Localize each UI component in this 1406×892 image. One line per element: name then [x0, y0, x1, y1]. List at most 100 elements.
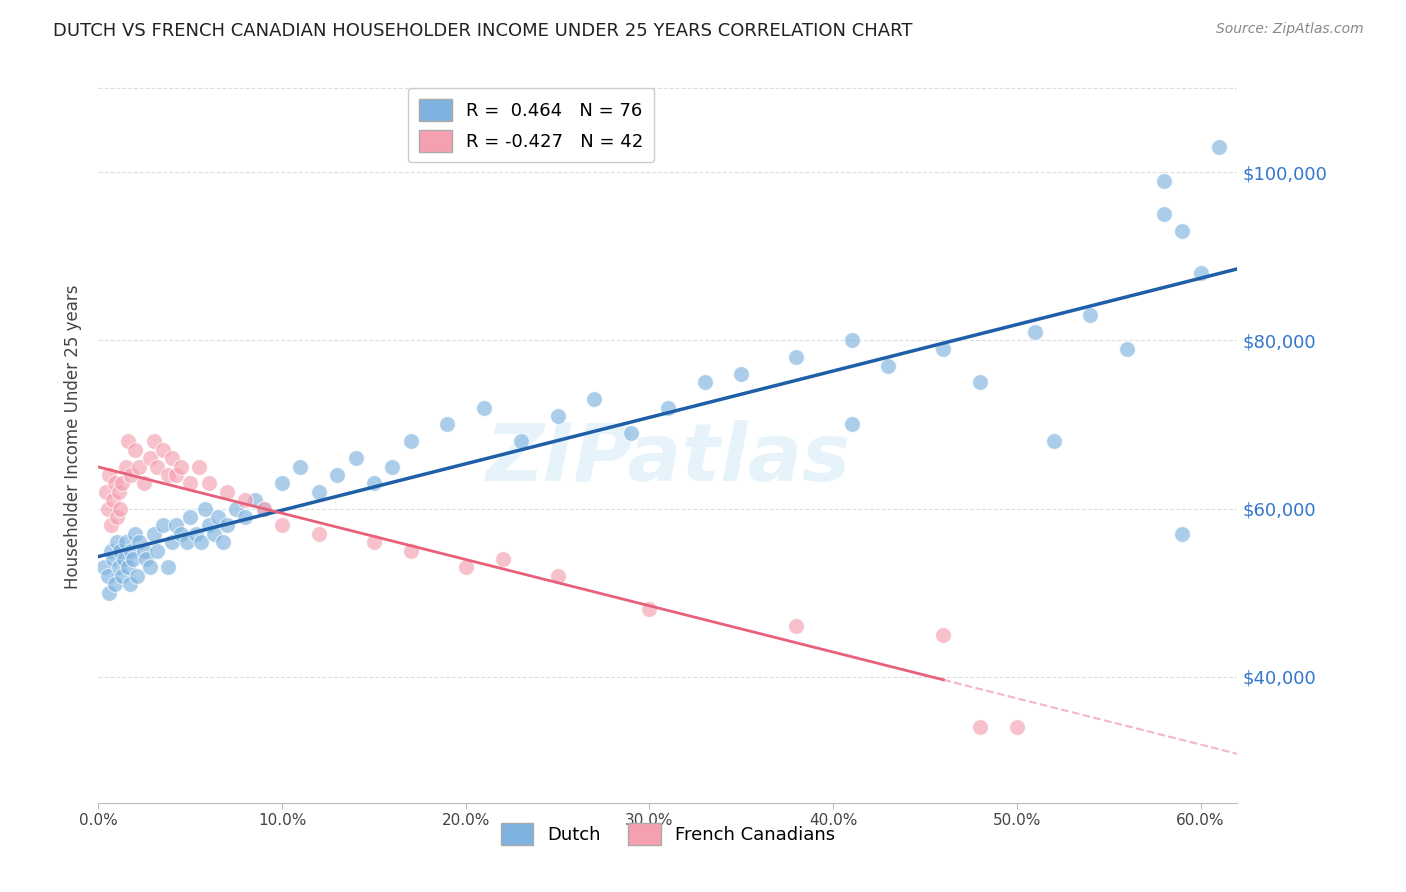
Point — [165, 467, 187, 482]
Point — [253, 501, 276, 516]
Point — [1208, 140, 1230, 154]
Point — [135, 552, 157, 566]
Legend: Dutch, French Canadians: Dutch, French Canadians — [494, 816, 842, 852]
Point — [115, 459, 138, 474]
Point — [101, 552, 124, 566]
Point — [117, 434, 139, 449]
Point — [583, 392, 606, 407]
Point — [1171, 224, 1194, 238]
Point — [128, 459, 150, 474]
Point — [104, 476, 127, 491]
Point — [491, 552, 513, 566]
Point — [94, 484, 117, 499]
Point — [243, 493, 266, 508]
Point — [104, 577, 127, 591]
Point — [112, 552, 135, 566]
Point — [105, 535, 128, 549]
Point — [308, 484, 330, 499]
Point — [197, 476, 219, 491]
Point — [124, 526, 146, 541]
Point — [128, 535, 150, 549]
Point — [932, 342, 955, 356]
Point — [134, 476, 156, 491]
Point — [122, 552, 145, 566]
Point — [118, 577, 141, 591]
Point — [1024, 325, 1046, 339]
Point — [212, 535, 235, 549]
Point — [509, 434, 531, 449]
Point — [117, 560, 139, 574]
Point — [454, 560, 477, 574]
Point — [225, 501, 247, 516]
Point — [97, 501, 120, 516]
Point — [157, 467, 180, 482]
Point — [326, 467, 349, 482]
Point — [472, 401, 495, 415]
Point — [107, 484, 129, 499]
Point — [190, 535, 212, 549]
Point — [152, 518, 174, 533]
Point — [98, 585, 121, 599]
Point — [170, 526, 193, 541]
Point — [100, 518, 122, 533]
Point — [207, 510, 229, 524]
Point — [142, 434, 165, 449]
Point — [142, 526, 165, 541]
Point — [344, 451, 367, 466]
Point — [160, 451, 183, 466]
Point — [215, 518, 238, 533]
Point — [1042, 434, 1064, 449]
Point — [121, 543, 143, 558]
Point — [157, 560, 180, 574]
Point — [101, 493, 124, 508]
Point — [215, 484, 238, 499]
Point — [202, 526, 225, 541]
Point — [124, 442, 146, 457]
Point — [932, 627, 955, 641]
Point — [235, 493, 257, 508]
Point — [179, 510, 201, 524]
Point — [98, 467, 121, 482]
Point — [235, 510, 257, 524]
Text: DUTCH VS FRENCH CANADIAN HOUSEHOLDER INCOME UNDER 25 YEARS CORRELATION CHART: DUTCH VS FRENCH CANADIAN HOUSEHOLDER INC… — [53, 22, 912, 40]
Point — [111, 476, 134, 491]
Point — [841, 334, 863, 348]
Point — [638, 602, 661, 616]
Point — [110, 543, 132, 558]
Point — [693, 376, 716, 390]
Point — [363, 476, 385, 491]
Y-axis label: Householder Income Under 25 years: Householder Income Under 25 years — [65, 285, 83, 590]
Point — [152, 442, 174, 457]
Point — [165, 518, 187, 533]
Point — [253, 501, 276, 516]
Point — [93, 560, 115, 574]
Point — [170, 459, 193, 474]
Point — [841, 417, 863, 432]
Point — [877, 359, 900, 373]
Point — [620, 425, 643, 440]
Text: Source: ZipAtlas.com: Source: ZipAtlas.com — [1216, 22, 1364, 37]
Point — [184, 526, 207, 541]
Point — [105, 510, 128, 524]
Point — [188, 459, 211, 474]
Point — [436, 417, 458, 432]
Point — [657, 401, 679, 415]
Point — [111, 569, 134, 583]
Text: ZIPatlas: ZIPatlas — [485, 420, 851, 498]
Point — [110, 501, 132, 516]
Point — [271, 476, 294, 491]
Point — [176, 535, 198, 549]
Point — [179, 476, 201, 491]
Point — [399, 543, 422, 558]
Point — [547, 569, 569, 583]
Point — [290, 459, 312, 474]
Point — [969, 720, 991, 734]
Point — [125, 569, 148, 583]
Point — [363, 535, 385, 549]
Point — [785, 350, 807, 364]
Point — [399, 434, 422, 449]
Point — [1078, 308, 1101, 322]
Point — [730, 367, 752, 381]
Point — [381, 459, 404, 474]
Point — [1116, 342, 1139, 356]
